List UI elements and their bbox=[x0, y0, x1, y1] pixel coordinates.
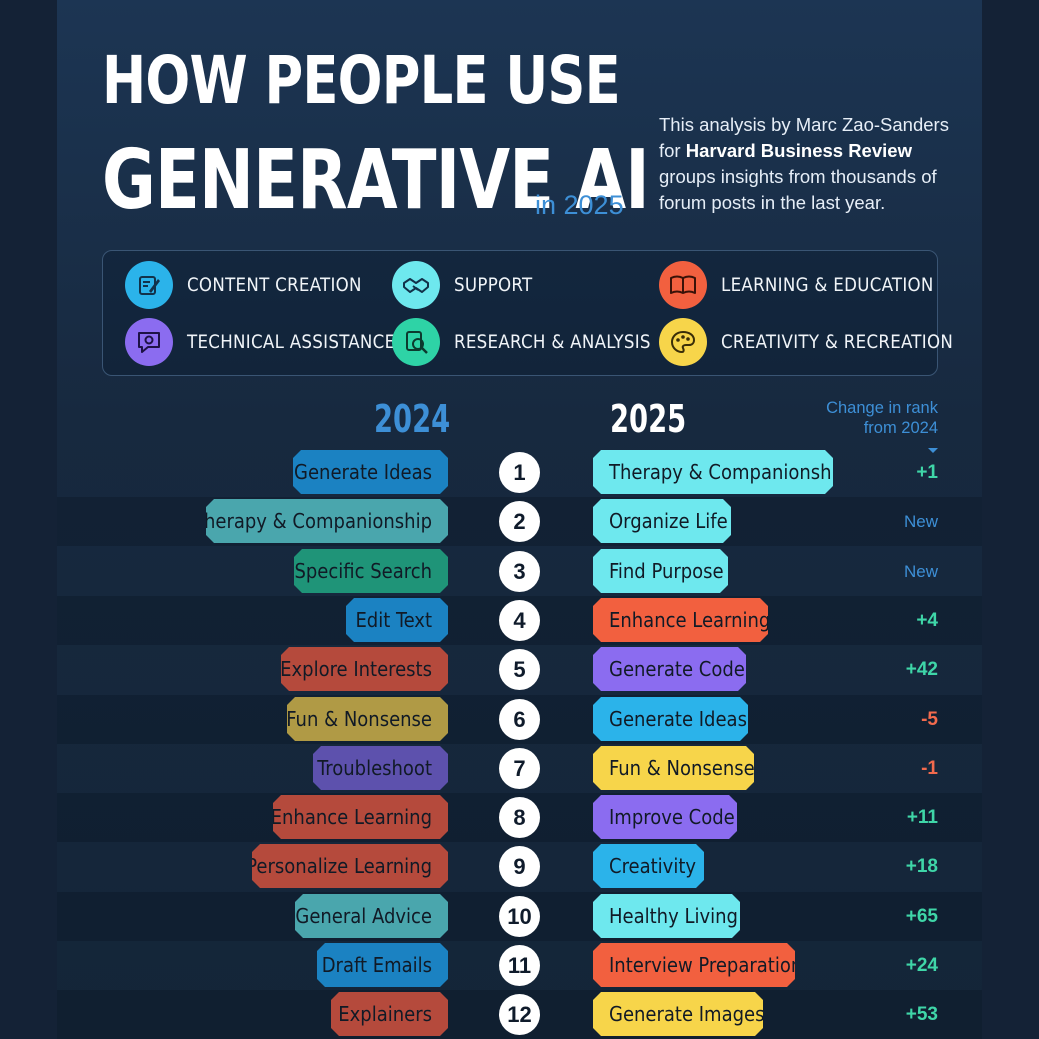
legend-label: LEARNING & EDUCATION bbox=[721, 274, 934, 296]
pill-2025: Fun & Nonsense bbox=[593, 746, 754, 790]
rank-change: +11 bbox=[906, 806, 938, 828]
legend-label: CREATIVITY & RECREATION bbox=[721, 331, 954, 353]
intro-suffix: groups insights from thousands of forum … bbox=[659, 166, 937, 213]
legend-label: CONTENT CREATION bbox=[187, 274, 362, 296]
rank-change: +53 bbox=[905, 1003, 938, 1025]
rank-change: +1 bbox=[916, 461, 938, 483]
rank-change: -5 bbox=[921, 708, 938, 730]
legend-label: TECHNICAL ASSISTANCE bbox=[187, 331, 396, 353]
pill-2024: Troubleshoot bbox=[313, 746, 448, 790]
legend-item-content-creation: CONTENT CREATION bbox=[125, 261, 362, 309]
rank-badge: 12 bbox=[499, 994, 540, 1035]
column-header-2025: 2025 bbox=[610, 397, 687, 441]
pill-2025: Improve Code bbox=[593, 795, 737, 839]
rank-change: -1 bbox=[921, 757, 938, 779]
rank-badge: 5 bbox=[499, 649, 540, 690]
rank-badge: 2 bbox=[499, 501, 540, 542]
pill-2025: Creativity bbox=[593, 844, 704, 888]
rank-change: +4 bbox=[916, 609, 938, 631]
rank-badge: 7 bbox=[499, 748, 540, 789]
table-row: General Advice 10 Healthy Living +65 bbox=[57, 892, 982, 941]
table-row: Personalize Learning 9 Creativity +18 bbox=[57, 842, 982, 891]
pill-2025: Find Purpose bbox=[593, 549, 728, 593]
change-header-line2: from 2024 bbox=[863, 419, 938, 437]
rank-change: New bbox=[903, 561, 938, 581]
title-year: in 2025 bbox=[535, 190, 624, 220]
legend-item-learning-education: LEARNING & EDUCATION bbox=[659, 261, 934, 309]
rank-badge: 1 bbox=[499, 452, 540, 493]
pill-2025: Healthy Living bbox=[593, 894, 740, 938]
pill-2024: Draft Emails bbox=[317, 943, 448, 987]
change-header: Change in rank from 2024 bbox=[826, 398, 938, 438]
rank-badge: 4 bbox=[499, 600, 540, 641]
table-row: Troubleshoot 7 Fun & Nonsense -1 bbox=[57, 744, 982, 793]
rank-badge: 8 bbox=[499, 797, 540, 838]
pill-2024: Explore Interests bbox=[281, 647, 448, 691]
pill-2024: Generate Ideas bbox=[293, 450, 448, 494]
table-row: Draft Emails 11 Interview Preparation +24 bbox=[57, 941, 982, 990]
pill-2024: Explainers bbox=[331, 992, 448, 1036]
legend-label: SUPPORT bbox=[454, 274, 533, 296]
pill-2025: Generate Images bbox=[593, 992, 763, 1036]
chevron-down-icon bbox=[928, 448, 938, 453]
title-line-1: HOW PEOPLE USE bbox=[102, 42, 621, 119]
rank-badge: 10 bbox=[499, 896, 540, 937]
pill-2025: Generate Code bbox=[593, 647, 746, 691]
table-row: Explainers 12 Generate Images +53 bbox=[57, 990, 982, 1039]
pill-2024: Enhance Learning bbox=[273, 795, 448, 839]
category-legend: CONTENT CREATION SUPPORT LEARNING & EDUC… bbox=[102, 250, 953, 376]
pill-2025: Interview Preparation bbox=[593, 943, 795, 987]
intro-prefix: This analysis by Marc Zao-Sanders for bbox=[659, 114, 949, 161]
pill-2025: Therapy & Companionship bbox=[593, 450, 833, 494]
gear-chat-icon bbox=[125, 318, 173, 366]
table-row: Generate Ideas 1 Therapy & Companionship +1 bbox=[57, 448, 982, 497]
pill-2024: Fun & Nonsense bbox=[287, 697, 448, 741]
pill-2025: Generate Ideas bbox=[593, 697, 748, 741]
pill-2024: Personalize Learning bbox=[252, 844, 448, 888]
change-header-line1: Change in rank bbox=[826, 399, 938, 417]
pill-2025: Organize Life bbox=[593, 499, 731, 543]
pill-2024: General Advice bbox=[295, 894, 448, 938]
legend-item-support: SUPPORT bbox=[392, 261, 532, 309]
rank-badge: 6 bbox=[499, 699, 540, 740]
table-row: Specific Search 3 Find Purpose New bbox=[57, 547, 982, 596]
pill-2025: Enhance Learning bbox=[593, 598, 768, 642]
legend-item-creativity-recreation: CREATIVITY & RECREATION bbox=[659, 318, 953, 366]
intro-bold: Harvard Business Review bbox=[685, 140, 912, 161]
rank-change: New bbox=[903, 511, 938, 531]
table-row: Edit Text 4 Enhance Learning +4 bbox=[57, 596, 982, 645]
pill-2024: Therapy & Companionship bbox=[206, 499, 448, 543]
rank-change: +24 bbox=[905, 954, 938, 976]
rank-badge: 9 bbox=[499, 846, 540, 887]
handshake-icon bbox=[392, 261, 440, 309]
pill-2024: Edit Text bbox=[346, 598, 448, 642]
intro-text: This analysis by Marc Zao-Sanders for Ha… bbox=[659, 112, 959, 216]
table-row: Explore Interests 5 Generate Code +42 bbox=[57, 645, 982, 694]
palette-icon bbox=[659, 318, 707, 366]
rank-badge: 11 bbox=[499, 945, 540, 986]
rank-change: +18 bbox=[905, 855, 938, 877]
rank-badge: 3 bbox=[499, 551, 540, 592]
rank-change: +65 bbox=[905, 905, 938, 927]
table-row: Enhance Learning 8 Improve Code +11 bbox=[57, 793, 982, 842]
magnifier-document-icon bbox=[392, 318, 440, 366]
open-book-icon bbox=[659, 261, 707, 309]
pencil-note-icon bbox=[125, 261, 173, 309]
rank-change: +42 bbox=[905, 658, 938, 680]
pill-2024: Specific Search bbox=[294, 549, 448, 593]
table-row: Therapy & Companionship 2 Organize Life New bbox=[57, 497, 982, 546]
title-line-2: GENERATIVE AI bbox=[102, 133, 650, 228]
table-row: Fun & Nonsense 6 Generate Ideas -5 bbox=[57, 695, 982, 744]
legend-item-research-analysis: RESEARCH & ANALYSIS bbox=[392, 318, 651, 366]
legend-item-technical-assistance: TECHNICAL ASSISTANCE bbox=[125, 318, 395, 366]
legend-label: RESEARCH & ANALYSIS bbox=[454, 331, 651, 353]
column-header-2024: 2024 bbox=[374, 397, 451, 441]
